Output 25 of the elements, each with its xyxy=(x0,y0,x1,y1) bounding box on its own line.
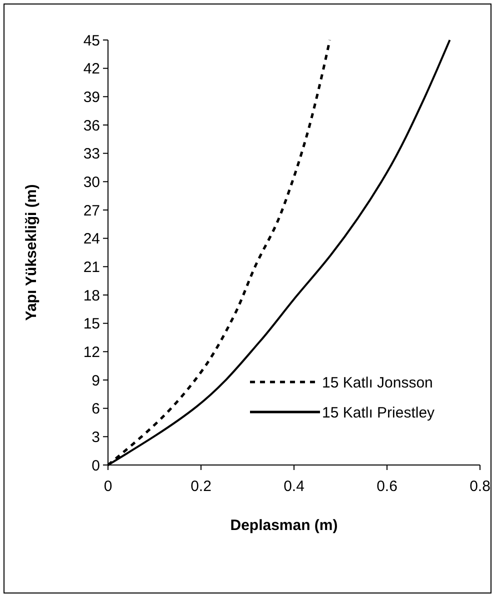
y-tick-label: 12 xyxy=(83,344,100,361)
y-tick-label: 3 xyxy=(92,428,100,446)
y-axis-title: Yapı Yüksekliği (m) xyxy=(23,184,40,321)
y-tick-label: 30 xyxy=(83,174,100,191)
y-tick-label: 39 xyxy=(83,88,100,106)
y-tick-label: 27 xyxy=(83,202,100,220)
x-tick-label: 0.4 xyxy=(284,478,304,495)
legend-label: 15 Katlı Priestley xyxy=(322,404,436,422)
x-tick-label: 0.6 xyxy=(376,478,398,495)
x-axis-title: Deplasman (m) xyxy=(230,517,338,534)
y-tick-label: 9 xyxy=(92,372,100,390)
y-tick-label: 36 xyxy=(83,117,100,134)
y-tick-label: 42 xyxy=(83,60,100,78)
x-tick-label: 0 xyxy=(104,478,112,495)
y-tick-label: 0 xyxy=(92,457,100,474)
y-tick-label: 18 xyxy=(83,287,100,304)
x-tick-label: 0.2 xyxy=(190,478,212,495)
x-tick-label: 0.8 xyxy=(470,478,490,495)
y-tick-label: 21 xyxy=(83,258,100,276)
legend-label: 15 Katlı Jonsson xyxy=(322,374,433,392)
y-tick-label: 15 xyxy=(83,316,100,333)
y-tick-label: 33 xyxy=(83,146,100,163)
y-tick-label: 45 xyxy=(83,32,100,50)
y-tick-label: 24 xyxy=(83,230,100,248)
y-tick-label: 6 xyxy=(92,400,100,418)
